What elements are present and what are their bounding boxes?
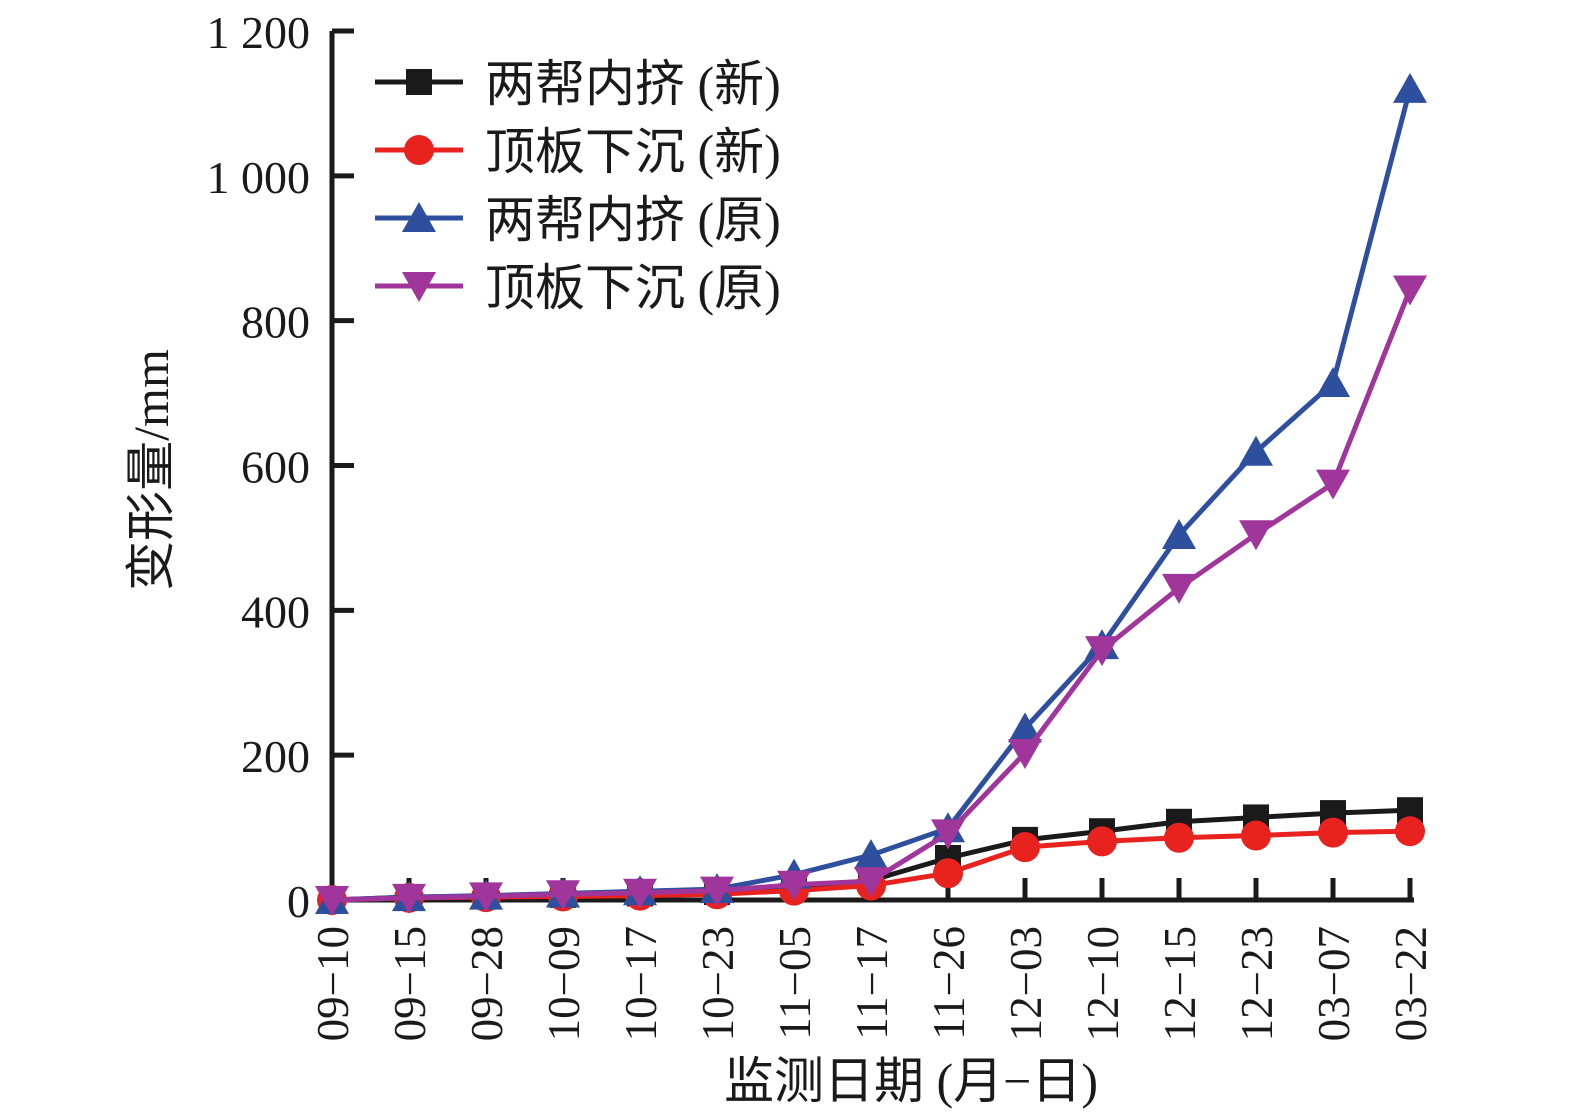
x-axis-tick-label: 09−10 [308, 926, 358, 1041]
series-3 [315, 72, 1427, 914]
y-axis-tick-label: 200 [241, 731, 310, 782]
x-axis-tick-label: 10−23 [693, 926, 743, 1041]
legend-marker [406, 69, 432, 95]
data-point [933, 858, 963, 889]
y-axis-tick-label: 0 [287, 876, 310, 927]
data-point [777, 870, 811, 901]
legend-marker [402, 202, 436, 232]
x-axis-tick-label: 11−05 [770, 926, 820, 1040]
x-axis-tick-label: 11−26 [924, 926, 974, 1040]
legend-item-label: 两帮内挤 (原) [485, 192, 781, 248]
data-point [315, 886, 349, 916]
x-axis-tick-label: 10−17 [616, 926, 666, 1041]
data-point [1393, 275, 1427, 306]
data-point [1393, 72, 1427, 103]
data-point [1318, 817, 1348, 848]
x-axis-tick-label: 12−15 [1155, 926, 1205, 1041]
x-axis-tick-label: 09−28 [462, 926, 512, 1041]
y-axis-tick-label: 800 [241, 297, 310, 348]
data-point [469, 882, 503, 913]
data-point [700, 876, 734, 907]
data-point [392, 883, 426, 914]
y-axis-tick-label: 600 [241, 442, 310, 493]
data-point [1241, 820, 1271, 851]
legend-item-1[interactable]: 两帮内挤 (新) [375, 56, 781, 112]
x-axis-tick-label: 11−17 [847, 926, 897, 1040]
data-point [854, 867, 888, 898]
legend-item-2[interactable]: 顶板下沉 (新) [375, 124, 781, 180]
legend-item-4[interactable]: 顶板下沉 (原) [375, 260, 781, 316]
data-point [623, 878, 657, 909]
x-axis-tick-label: 12−23 [1232, 926, 1282, 1041]
y-axis-tick-label: 1 000 [207, 152, 311, 203]
legend-marker [402, 272, 436, 302]
data-point [854, 839, 888, 870]
data-point [1010, 832, 1040, 863]
legend-item-label: 顶板下沉 (新) [485, 124, 781, 180]
x-axis-tick-label: 03−22 [1386, 926, 1436, 1041]
data-point [1085, 636, 1119, 667]
data-point [1162, 573, 1196, 604]
data-point [1239, 520, 1273, 551]
x-axis-tick-label: 12−03 [1001, 926, 1051, 1041]
data-point [1239, 435, 1273, 466]
x-axis-tick-label: 03−07 [1309, 926, 1359, 1041]
data-point [1162, 519, 1196, 550]
y-axis-tick-label: 1 200 [207, 7, 311, 58]
data-point [1164, 822, 1194, 853]
data-point [1008, 738, 1042, 769]
data-point [1008, 712, 1042, 743]
data-point [1316, 469, 1350, 500]
y-axis-title: 变形量/mm [123, 349, 179, 591]
x-axis-tick-label: 09−15 [385, 926, 435, 1041]
legend-item-3[interactable]: 两帮内挤 (原) [375, 192, 781, 248]
data-point [1087, 826, 1117, 857]
legend-marker [404, 135, 434, 165]
y-axis-tick-label: 400 [241, 586, 310, 637]
legend-item-label: 两帮内挤 (新) [485, 56, 781, 112]
x-axis-title: 监测日期 (月−日) [724, 1053, 1098, 1109]
data-point [1395, 816, 1425, 847]
data-point [546, 880, 580, 911]
series-4 [315, 275, 1427, 916]
x-axis-tick-label: 12−10 [1078, 926, 1128, 1041]
x-axis-tick-label: 10−09 [539, 926, 589, 1041]
data-point [931, 819, 965, 850]
data-point [1316, 366, 1350, 397]
legend-item-label: 顶板下沉 (原) [485, 260, 781, 316]
